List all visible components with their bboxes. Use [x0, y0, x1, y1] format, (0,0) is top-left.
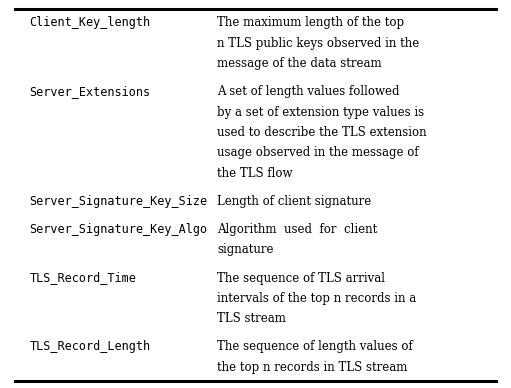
Text: Length of client signature: Length of client signature	[217, 195, 371, 208]
Text: used to describe the TLS extension: used to describe the TLS extension	[217, 126, 427, 139]
Text: n TLS public keys observed in the: n TLS public keys observed in the	[217, 37, 420, 50]
Text: TLS_Record_Length: TLS_Record_Length	[30, 340, 151, 353]
Text: The sequence of TLS arrival: The sequence of TLS arrival	[217, 272, 385, 284]
Text: intervals of the top n records in a: intervals of the top n records in a	[217, 292, 416, 305]
Text: Server_Extensions: Server_Extensions	[30, 85, 151, 98]
Text: Server_Signature_Key_Size: Server_Signature_Key_Size	[30, 195, 208, 208]
Text: by a set of extension type values is: by a set of extension type values is	[217, 106, 424, 119]
Text: the TLS flow: the TLS flow	[217, 167, 293, 180]
Text: Server_Signature_Key_Algo: Server_Signature_Key_Algo	[30, 223, 208, 236]
Text: the top n records in TLS stream: the top n records in TLS stream	[217, 361, 408, 374]
Text: The sequence of length values of: The sequence of length values of	[217, 340, 413, 353]
Text: TLS stream: TLS stream	[217, 312, 286, 325]
Text: usage observed in the message of: usage observed in the message of	[217, 146, 419, 159]
Text: signature: signature	[217, 243, 274, 256]
Text: Client_Key_length: Client_Key_length	[30, 16, 151, 29]
Text: Algorithm  used  for  client: Algorithm used for client	[217, 223, 378, 236]
Text: The maximum length of the top: The maximum length of the top	[217, 16, 404, 29]
Text: A set of length values followed: A set of length values followed	[217, 85, 400, 98]
Text: TLS_Record_Time: TLS_Record_Time	[30, 272, 136, 284]
Text: message of the data stream: message of the data stream	[217, 57, 382, 70]
